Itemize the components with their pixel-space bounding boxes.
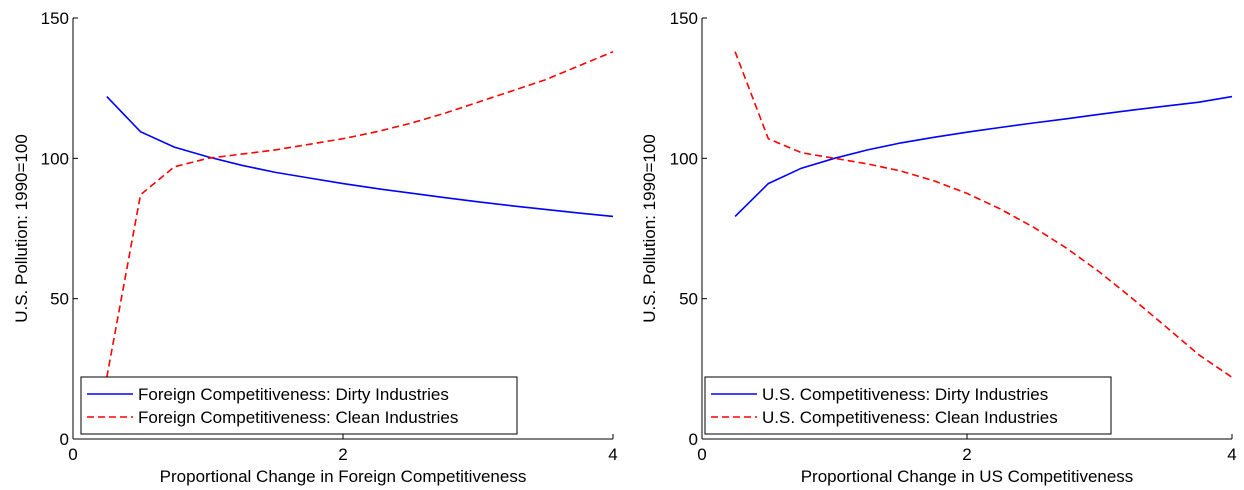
plot-area <box>701 18 1232 440</box>
y-ticks: 0 50 100 150 <box>670 9 707 449</box>
y-tick-label: 100 <box>670 149 698 168</box>
y-axis-title: U.S. Pollution: 1990=100 <box>12 134 31 323</box>
y-axis-title: U.S. Pollution: 1990=100 <box>640 134 659 323</box>
x-axis-title: Proportional Change in Foreign Competiti… <box>160 467 527 486</box>
x-ticks: 0 2 4 <box>68 434 618 464</box>
legend: Foreign Competitiveness: Dirty Industrie… <box>80 376 518 435</box>
x-ticks: 0 2 4 <box>697 434 1237 464</box>
series-group <box>734 51 1233 378</box>
y-tick-label: 50 <box>679 290 698 309</box>
legend-label-clean: U.S. Competitiveness: Clean Industries <box>762 408 1058 427</box>
series-line-dirty-industries <box>106 96 614 218</box>
x-tick-label: 4 <box>1227 445 1236 464</box>
y-tick-label: 150 <box>670 9 698 28</box>
chart-panel-right: 0 2 4 0 50 100 150 Proportional Change in US … <box>640 9 1237 486</box>
series-line-dirty-industries <box>734 95 1233 217</box>
x-tick-label: 2 <box>962 445 971 464</box>
series-line-clean-industries <box>734 51 1233 378</box>
y-ticks: 0 50 100 150 <box>41 9 78 449</box>
y-tick-label: 100 <box>41 149 69 168</box>
y-tick-label: 150 <box>41 9 69 28</box>
legend-box <box>704 376 1112 435</box>
y-tick-label: 50 <box>50 290 69 309</box>
series-line-clean-industries <box>106 50 614 378</box>
legend-box <box>80 376 518 435</box>
x-tick-label: 4 <box>608 445 617 464</box>
legend: U.S. Competitiveness: Dirty Industries U… <box>704 376 1112 435</box>
x-axis-title: Proportional Change in US Competitivenes… <box>801 467 1134 486</box>
x-tick-label: 0 <box>697 445 706 464</box>
y-tick-label: 0 <box>60 430 69 449</box>
x-tick-label: 2 <box>338 445 347 464</box>
plot-area <box>72 18 613 440</box>
legend-label-dirty: U.S. Competitiveness: Dirty Industries <box>762 385 1048 404</box>
y-tick-label: 0 <box>689 430 698 449</box>
series-group <box>106 50 614 378</box>
legend-label-dirty: Foreign Competitiveness: Dirty Industrie… <box>138 385 449 404</box>
chart-panel-left: 0 2 4 0 50 100 150 Proportional Change in For… <box>12 9 618 486</box>
legend-label-clean: Foreign Competitiveness: Clean Industrie… <box>138 408 458 427</box>
x-tick-label: 0 <box>68 445 77 464</box>
